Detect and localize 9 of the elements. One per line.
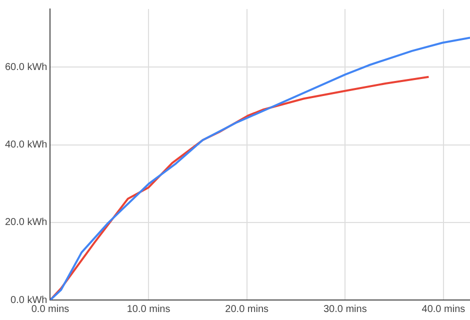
y-tick-label: 20.0 kWh (4, 217, 48, 228)
x-tick-label: 30.0 mins (323, 304, 367, 315)
y-tick-label: 0.0 kWh (10, 294, 48, 306)
x-tick-label: 40.0 mins (422, 304, 466, 315)
y-tick-label: 60.0 kWh (4, 62, 48, 73)
x-tick-label: 10.0 mins (126, 304, 170, 315)
x-tick-label: 20.0 mins (225, 304, 269, 315)
x-tick-label: 0.0 mins (31, 304, 70, 315)
y-tick-label: 40.0 kWh (4, 140, 48, 151)
